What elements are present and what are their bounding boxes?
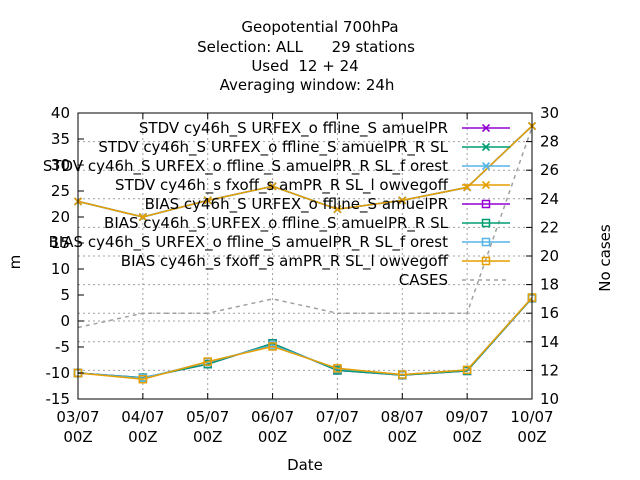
y2-tick-label: 10 [540,390,559,408]
grid [78,113,532,399]
chart-title: Geopotential 700hPa Selection: ALL 29 st… [197,18,415,94]
legend-marker [481,256,491,266]
data-point [398,196,407,205]
series-6 [73,293,537,383]
x-tick-label: 06/07 [251,408,294,426]
y-tick-label: 25 [51,182,70,200]
data-point [203,196,212,205]
title-line: Used 12 + 24 [251,57,358,75]
series-line [77,297,533,380]
legend-label: STDV cy46h_S URFEX_o ffline_S amuelPR_R … [43,157,448,176]
series-7 [73,293,537,384]
x-tick-label: 00Z [388,428,417,446]
legend-label: CASES [399,271,448,289]
data-point [333,364,342,373]
y-tick-label: 20 [51,208,70,226]
y2-tick-label: 16 [540,304,559,322]
y-tick-label: 40 [51,104,70,122]
legend-marker [481,161,491,171]
x-tick-label: 03/07 [56,408,99,426]
legend-marker [481,237,491,247]
x-tick-label: 07/07 [316,408,359,426]
y-tick-label: -5 [55,338,70,356]
series-5 [73,293,537,382]
legend-marker [481,142,491,152]
x-tick-label: 00Z [323,428,352,446]
series-layer [73,121,537,384]
x-tick-label: 10/07 [510,408,553,426]
legend-label: BIAS cy46h_S URFEX_o ffline_S amuelPR_R … [104,214,449,233]
y-tick-label: 10 [51,260,70,278]
legend-label: BIAS cy46h_s fxoff_s amPR_R SL_l owvegof… [121,252,449,271]
x-axis-label: Date [287,456,323,474]
series-4 [73,293,537,382]
y2-tick-label: 24 [540,190,559,208]
title-line: Selection: ALL 29 stations [197,38,415,56]
data-point [138,212,147,222]
x-tick-label: 00Z [452,428,481,446]
y2-tick-label: 30 [540,104,559,122]
legend: STDV cy46h_S URFEX_o ffline_S amuelPRSTD… [43,119,510,289]
y2-tick-label: 20 [540,247,559,265]
data-point [268,342,277,351]
y-axis-label: m [6,255,24,270]
legend-label: STDV cy46h_S URFEX_o ffline_S amuelPR_R … [98,138,448,157]
data-point [203,357,212,366]
x-tick-label: 08/07 [381,408,424,426]
data-point [333,205,342,214]
y-tick-label: 35 [51,130,70,148]
y2-tick-label: 14 [540,333,559,351]
legend-label: STDV cy46h_S URFEX_o ffline_S amuelPR [139,119,448,138]
y-tick-label: -15 [46,390,71,408]
data-point [138,374,148,384]
axes: -15 -10 -5 0 5 10 15 20 25 30 35 40 10 12 14 16 18 20 22 24… [46,104,560,446]
y2-tick-label: 12 [540,361,559,379]
y-tick-label: -10 [46,364,71,382]
legend-label: STDV cy46h_s fxoff_s amPR_R SL_l owvegof… [115,176,449,195]
data-point [268,182,277,191]
x-tick-label: 00Z [258,428,287,446]
legend-marker [481,180,491,190]
x-tick-label: 00Z [193,428,222,446]
y-tick-label: 5 [60,286,70,304]
y2-axis-label: No cases [596,224,614,292]
y-tick-label: 0 [60,312,70,330]
x-tick-label: 04/07 [121,408,164,426]
x-tick-label: 09/07 [446,408,489,426]
legend-marker [481,218,491,228]
x-tick-label: 00Z [63,428,92,446]
legend-marker [481,123,491,133]
series-line [77,125,533,218]
y2-tick-label: 22 [540,218,559,236]
legend-marker [481,199,491,209]
title-line: Geopotential 700hPa [241,18,398,36]
legend-label: BIAS cy46h_S URFEX_o ffline_S amuelPR [145,195,448,214]
legend-label: BIAS cy46h_S URFEX_o ffline_S amuelPR_R … [49,233,449,252]
x-tick-label: 00Z [128,428,157,446]
y-tick-label: 15 [51,234,70,252]
x-tick-label: 05/07 [186,408,229,426]
y2-tick-label: 28 [540,133,559,151]
data-point [398,370,407,379]
y2-tick-label: 26 [540,161,559,179]
x-tick-label: 00Z [517,428,546,446]
title-line: Averaging window: 24h [220,76,395,94]
data-point [462,365,472,375]
y2-tick-label: 18 [540,276,559,294]
y-tick-label: 30 [51,156,70,174]
